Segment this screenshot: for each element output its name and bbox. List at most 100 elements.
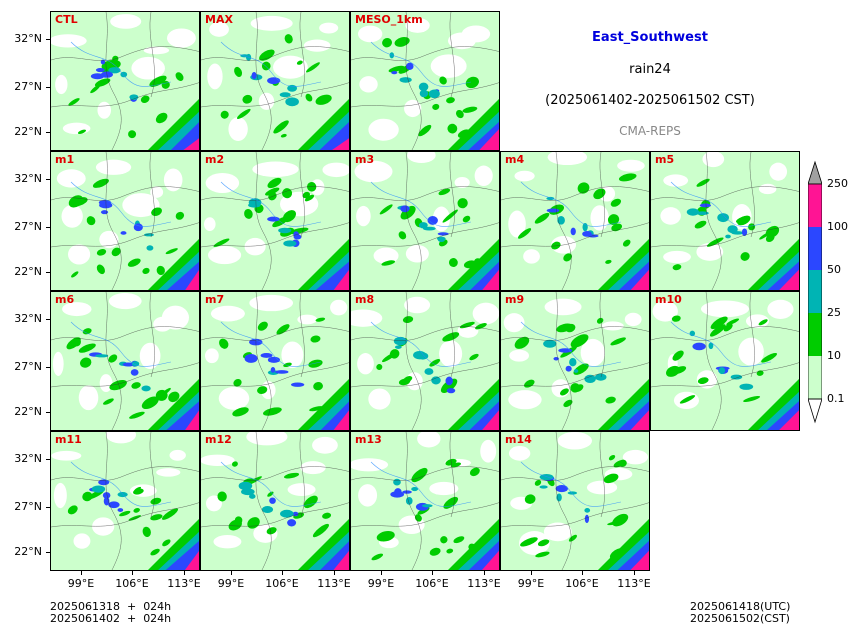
lon-tick-label: 99°E: [517, 577, 545, 590]
lat-tick-mark: [46, 507, 50, 508]
lon-tick-label: 113°E: [317, 577, 351, 590]
lat-tick-label: 32°N: [14, 312, 42, 325]
region-title: East_Southwest: [592, 30, 708, 45]
colorbar-segment-100-250: [808, 184, 822, 227]
lon-tick-label: 106°E: [415, 577, 449, 590]
lon-tick-label: 99°E: [217, 577, 245, 590]
colorbar-graphic: [807, 160, 823, 424]
lat-tick-mark: [46, 179, 50, 180]
colorbar-tick-0.1: 0.1: [827, 392, 845, 405]
panel-label: m11: [55, 433, 82, 446]
colorbar-tick-25: 25: [827, 306, 841, 319]
panel-label: m4: [505, 153, 525, 166]
lat-tick-mark: [46, 227, 50, 228]
lon-tick-mark: [231, 571, 232, 575]
map-panel-m1: m1: [50, 151, 200, 291]
panel-label: m1: [55, 153, 75, 166]
lat-tick-mark: [46, 367, 50, 368]
lat-tick-label: 22°N: [14, 405, 42, 418]
lon-tick-mark: [132, 571, 133, 575]
lat-tick-mark: [46, 552, 50, 553]
colorbar-tick-50: 50: [827, 263, 841, 276]
panel-label: m14: [505, 433, 532, 446]
footer-valid-cst: 2025061502(CST): [690, 612, 790, 625]
footer-init-cst: 2025061402 + 024h: [50, 612, 172, 625]
lon-tick-mark: [634, 571, 635, 575]
panel-label: m3: [355, 153, 375, 166]
map-panel-max: MAX: [200, 11, 350, 151]
lat-tick-label: 27°N: [14, 220, 42, 233]
lat-tick-label: 27°N: [14, 500, 42, 513]
lon-tick-mark: [484, 571, 485, 575]
lon-tick-label: 106°E: [115, 577, 149, 590]
map-panel-ctl: CTL: [50, 11, 200, 151]
map-panel-m13: m13: [350, 431, 500, 571]
map-panel-m7: m7: [200, 291, 350, 431]
map-panel-m5: m5: [650, 151, 800, 291]
lon-tick-mark: [381, 571, 382, 575]
map-panel-m4: m4: [500, 151, 650, 291]
footer-left: 2025061318 + 024h 2025061402 + 024h: [50, 601, 171, 625]
colorbar-tick-100: 100: [827, 220, 848, 233]
panel-label: m5: [655, 153, 675, 166]
lon-tick-mark: [531, 571, 532, 575]
lat-tick-label: 32°N: [14, 172, 42, 185]
lon-tick-label: 113°E: [167, 577, 201, 590]
colorbar-segment-25-50: [808, 270, 822, 313]
panel-label: m8: [355, 293, 375, 306]
lon-tick-label: 113°E: [617, 577, 651, 590]
map-panel-meso_1km: MESO_1km: [350, 11, 500, 151]
lon-tick-label: 99°E: [367, 577, 395, 590]
lat-tick-label: 27°N: [14, 80, 42, 93]
panel-label: m6: [55, 293, 75, 306]
lon-tick-mark: [81, 571, 82, 575]
lat-tick-mark: [46, 87, 50, 88]
lat-tick-mark: [46, 132, 50, 133]
panel-label: m12: [205, 433, 232, 446]
variable-title: rain24: [629, 62, 671, 77]
lon-tick-mark: [184, 571, 185, 575]
lat-tick-mark: [46, 412, 50, 413]
map-panel-m2: m2: [200, 151, 350, 291]
map-panel-m3: m3: [350, 151, 500, 291]
lon-tick-label: 99°E: [67, 577, 95, 590]
lat-tick-mark: [46, 319, 50, 320]
lon-tick-label: 106°E: [565, 577, 599, 590]
panel-label: m9: [505, 293, 525, 306]
panel-label: CTL: [55, 13, 78, 26]
map-panel-m12: m12: [200, 431, 350, 571]
colorbar-over-triangle: [807, 160, 823, 185]
lon-tick-mark: [334, 571, 335, 575]
map-panel-m11: m11: [50, 431, 200, 571]
panel-label: m10: [655, 293, 682, 306]
map-panel-m14: m14: [500, 431, 650, 571]
panel-label: MESO_1km: [355, 13, 423, 26]
lon-tick-mark: [582, 571, 583, 575]
lat-tick-label: 32°N: [14, 452, 42, 465]
panel-label: MAX: [205, 13, 233, 26]
lat-tick-label: 22°N: [14, 545, 42, 558]
lon-tick-mark: [432, 571, 433, 575]
colorbar: [807, 160, 823, 425]
map-panel-m10: m10: [650, 291, 800, 431]
colorbar-tick-10: 10: [827, 349, 841, 362]
period-title: (2025061402-2025061502 CST): [545, 93, 755, 108]
lat-tick-label: 22°N: [14, 125, 42, 138]
colorbar-under-triangle: [807, 398, 823, 424]
panel-label: m7: [205, 293, 225, 306]
map-panel-m6: m6: [50, 291, 200, 431]
lat-tick-mark: [46, 272, 50, 273]
colorbar-segment-50-100: [808, 227, 822, 270]
lon-tick-label: 113°E: [467, 577, 501, 590]
lat-tick-label: 22°N: [14, 265, 42, 278]
map-panel-m9: m9: [500, 291, 650, 431]
model-title: CMA-REPS: [619, 124, 681, 138]
map-panel-m8: m8: [350, 291, 500, 431]
lat-tick-label: 32°N: [14, 32, 42, 45]
lat-tick-mark: [46, 459, 50, 460]
footer-valid-utc: 2025061418(UTC): [690, 600, 791, 613]
panel-label: m13: [355, 433, 382, 446]
colorbar-tick-250: 250: [827, 177, 848, 190]
colorbar-segment-10-25: [808, 313, 822, 356]
lon-tick-label: 106°E: [265, 577, 299, 590]
